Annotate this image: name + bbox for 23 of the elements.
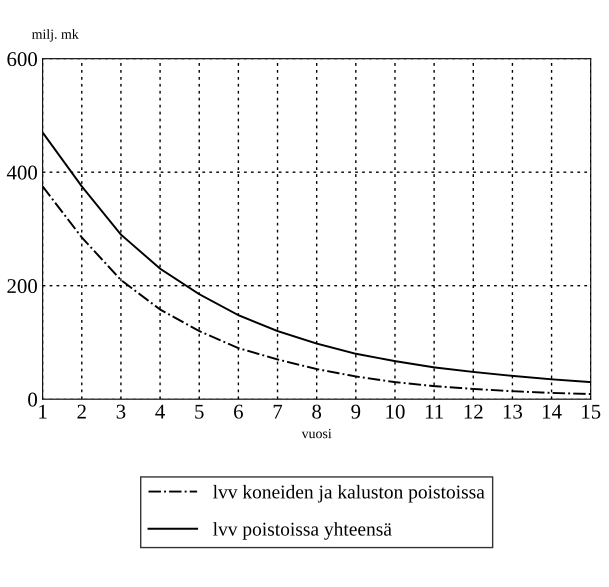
x-tick-label: 10 [386,404,405,419]
legend-label: lvv koneiden ja kaluston poistoissa [213,484,485,503]
x-tick-label: 13 [504,404,522,419]
x-tick-label: 15 [582,404,600,419]
x-tick-label: 12 [464,404,483,418]
legend-label: lvv poistoissa yhteensä [213,522,392,540]
x-tick-label: 11 [426,404,443,418]
y-tick-label: 600 [7,52,37,66]
x-tick-label: 1 [39,404,47,418]
y-tick-label: 400 [6,166,37,180]
x-tick-label: 3 [116,404,126,419]
x-tick-label: 6 [234,404,243,419]
y-tick-label: 200 [7,279,37,294]
x-tick-label: 7 [274,404,282,418]
x-tick-label: 4 [155,404,165,418]
x-tick-label: 9 [351,404,360,419]
x-tick-label: 2 [77,404,86,418]
x-tick-label: 5 [195,404,204,419]
x-axis-title: vuosi [302,428,332,438]
x-tick-label: 8 [312,404,322,419]
x-tick-label: 14 [542,404,562,418]
y-tick-label: 0 [28,392,37,407]
y-axis-title: milj. mk [32,29,79,42]
